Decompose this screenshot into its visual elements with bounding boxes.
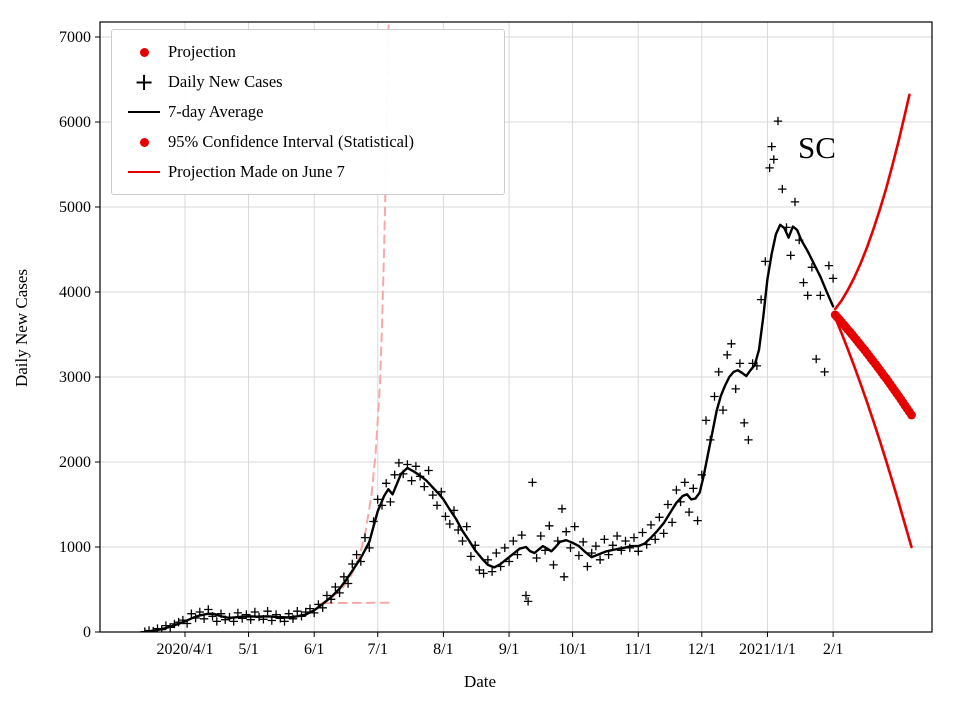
x-tick-label: 2021/1/1	[739, 641, 796, 658]
state-annotation: SC	[798, 130, 836, 165]
legend-item-confidence-interval: 95% Confidence Interval (Statistical)	[120, 127, 494, 157]
y-axis-title: Daily New Cases	[12, 268, 31, 388]
series-group	[140, 22, 916, 632]
plus-marker-icon: +	[133, 68, 155, 96]
line-7-day-average	[149, 223, 835, 632]
legend-item-7day-average: 7-day Average	[120, 97, 494, 127]
legend: Projection + Daily New Cases 7-day Avera…	[111, 29, 505, 195]
legend-label: 7-day Average	[168, 102, 264, 121]
black-line-icon	[120, 111, 168, 113]
x-tick-label: 5/1	[238, 641, 258, 658]
axes: 2020/4/1 5/1 6/1 7/1 8/1 9/1 10/1 11/1 12/1 2021/…	[59, 29, 843, 658]
y-tick-label: 1000	[59, 539, 91, 556]
y-tick-label: 7000	[59, 29, 91, 46]
x-tick-label: 9/1	[499, 641, 519, 658]
line-95-ci-lower	[833, 316, 913, 549]
legend-label: 95% Confidence Interval (Statistical)	[168, 132, 415, 151]
y-tick-label: 5000	[59, 199, 91, 216]
red-dot-icon	[120, 47, 168, 57]
y-tick-label: 2000	[59, 454, 91, 471]
legend-item-june7-projection: Projection Made on June 7	[120, 157, 494, 187]
x-tick-label: 10/1	[558, 641, 586, 658]
x-tick-label: 12/1	[688, 641, 716, 658]
x-tick-label: 11/1	[624, 641, 652, 658]
x-tick-label: 6/1	[304, 641, 324, 658]
x-tick-label: 7/1	[368, 641, 388, 658]
legend-item-projection: Projection	[120, 37, 494, 67]
legend-label: Projection	[168, 42, 236, 61]
y-tick-label: 6000	[59, 114, 91, 131]
x-tick-label: 2020/4/1	[157, 641, 214, 658]
legend-label: Daily New Cases	[168, 72, 283, 91]
red-line-icon	[120, 171, 168, 173]
legend-item-daily-new-cases: + Daily New Cases	[120, 67, 494, 97]
red-dot-icon	[120, 137, 168, 147]
projection-dots	[830, 310, 916, 420]
plot-border	[99, 21, 933, 633]
line-95-ci-upper	[833, 93, 911, 311]
x-tick-label: 2/1	[823, 641, 843, 658]
x-axis-title: Date	[463, 672, 497, 691]
legend-label: Projection Made on June 7	[168, 162, 345, 181]
x-tick-label: 8/1	[433, 641, 453, 658]
y-tick-label: 0	[83, 624, 91, 641]
y-tick-label: 3000	[59, 369, 91, 386]
y-tick-label: 4000	[59, 284, 91, 301]
